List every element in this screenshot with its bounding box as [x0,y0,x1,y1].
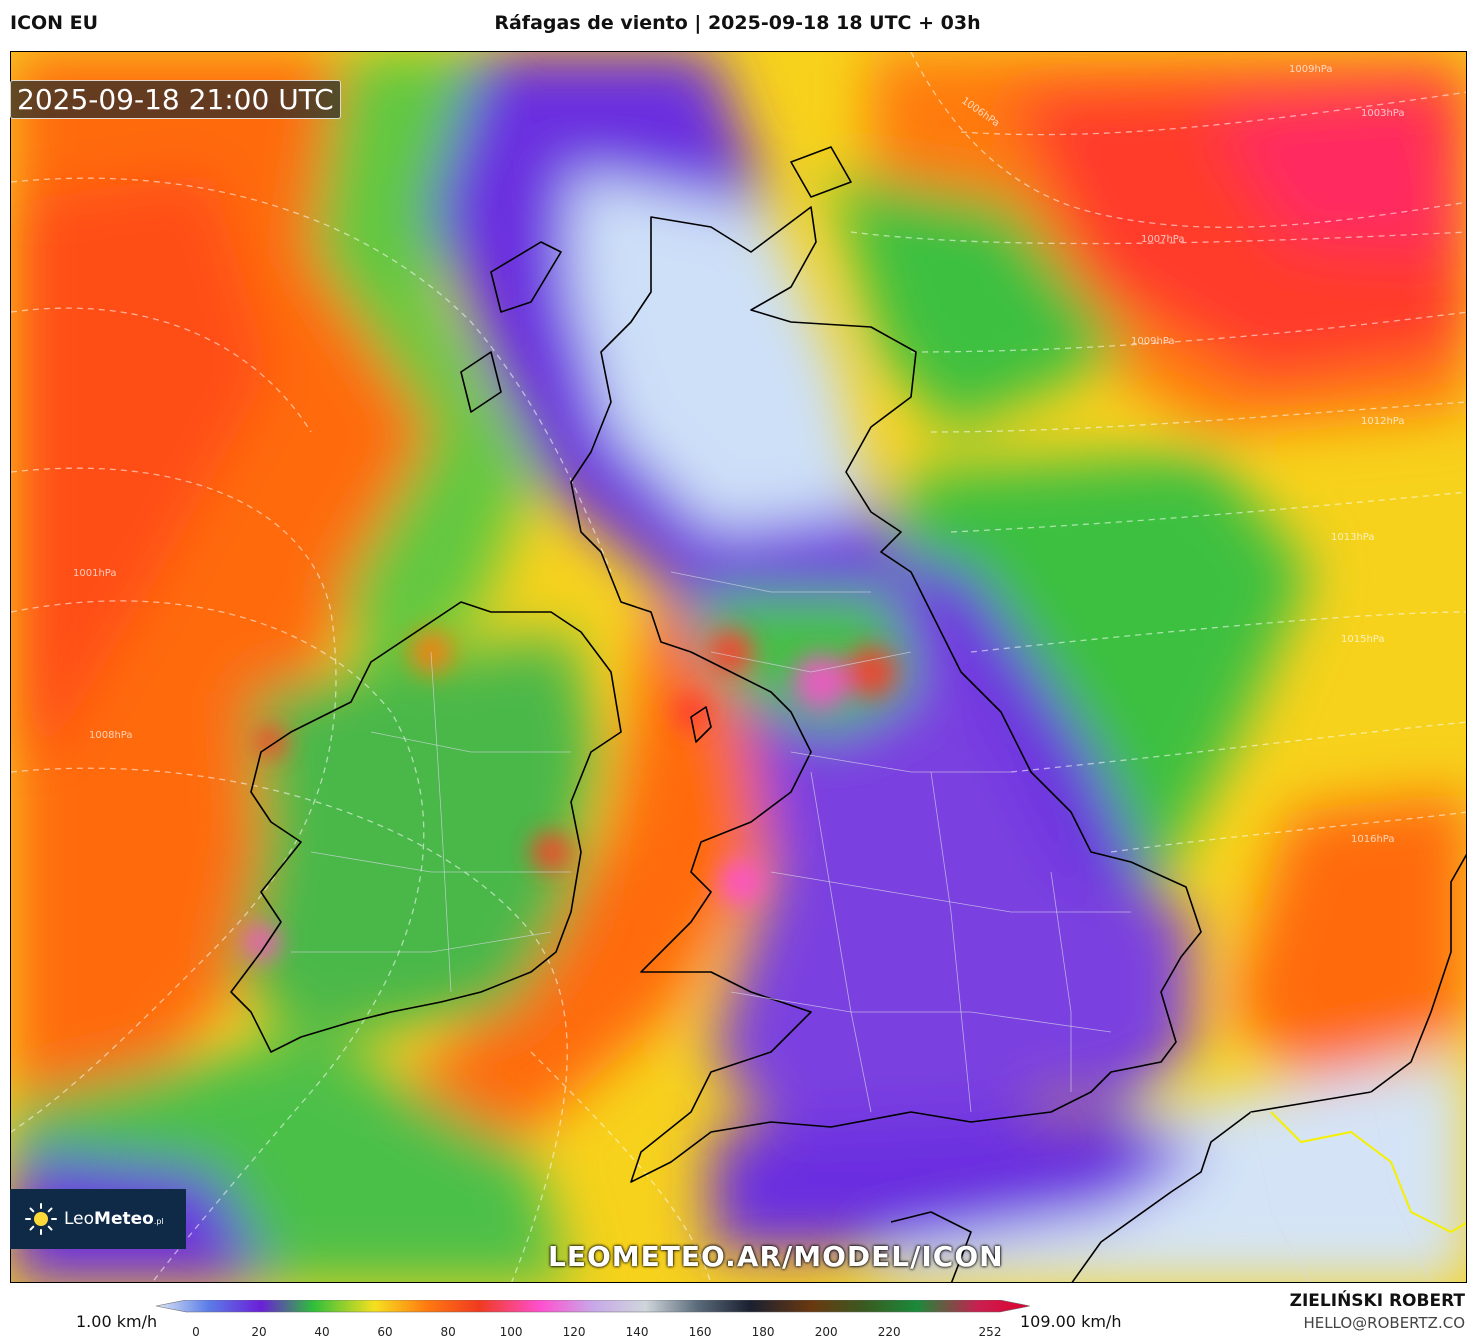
admin-boundaries [291,571,1431,1282]
legend-tick-label: 100 [500,1325,523,1339]
isobar-label: 1003hPa [1361,108,1405,119]
isobar-label: 1009hPa [1289,64,1333,75]
isobar-label: 1001hPa [73,568,117,579]
isobar-lines [11,52,1466,1282]
isobar-label: 1016hPa [1351,834,1395,845]
author-name: ZIELIŃSKI ROBERT [1289,1291,1465,1311]
isobar-label: 1009hPa [1131,336,1175,347]
brittany-coast [890,1211,972,1282]
national-border [1270,1111,1466,1234]
map-title: Ráfagas de viento | 2025-09-18 18 UTC + … [494,12,981,34]
legend-tick-label: 140 [626,1325,649,1339]
legend-tick-label: 20 [251,1325,266,1339]
orkney-coast [790,146,852,198]
coastlines [230,146,1466,1282]
isobar-label: 1007hPa [1141,234,1185,245]
hebrides-coast [490,241,562,313]
isobar-label: 1015hPa [1341,634,1385,645]
author-email[interactable]: HELLO@ROBERTZ.CO [1303,1314,1465,1332]
legend-tick-label: 80 [440,1325,455,1339]
wind-gust-map[interactable]: 1009hPa 1006hPa 1003hPa 1007hPa 1009hPa … [10,51,1467,1283]
legend-tick-label: 200 [815,1325,838,1339]
legend-tick-label: 180 [752,1325,775,1339]
legend-min-label: 1.00 km/h [76,1312,158,1331]
isobar-label: 1008hPa [89,730,133,741]
map-canvas: 1009hPa 1006hPa 1003hPa 1007hPa 1009hPa … [11,52,1466,1282]
leometeo-logo[interactable]: LeoMeteo.pl [10,1189,186,1249]
model-name: ICON EU [10,12,99,34]
great-britain-coast [570,206,1202,1183]
legend-tick-label: 60 [377,1325,392,1339]
color-legend: 0 20 40 60 80 100 120 140 160 180 200 220 252 [156,1300,1030,1339]
isobar-label: 1012hPa [1361,416,1405,427]
legend-tick-label: 40 [314,1325,329,1339]
sun-icon [25,1203,57,1235]
legend-tick-label: 160 [689,1325,712,1339]
legend-tick-label: 252 [979,1325,1002,1339]
legend-tick-label: 0 [192,1325,200,1339]
continent-coast [1071,853,1466,1282]
ireland-coast [230,601,622,1053]
legend-tick-label: 220 [878,1325,901,1339]
isobar-label: 1013hPa [1331,532,1375,543]
valid-time-badge: 2025-09-18 21:00 UTC [10,80,341,119]
legend-max-label: 109.00 km/h [1020,1312,1122,1331]
legend-tick-label: 120 [563,1325,586,1339]
watermark-url: LEOMETEO.AR/MODEL/ICON [548,1240,1004,1273]
logo-text: LeoMeteo.pl [64,1209,164,1229]
isle-of-man-coast [690,706,712,743]
